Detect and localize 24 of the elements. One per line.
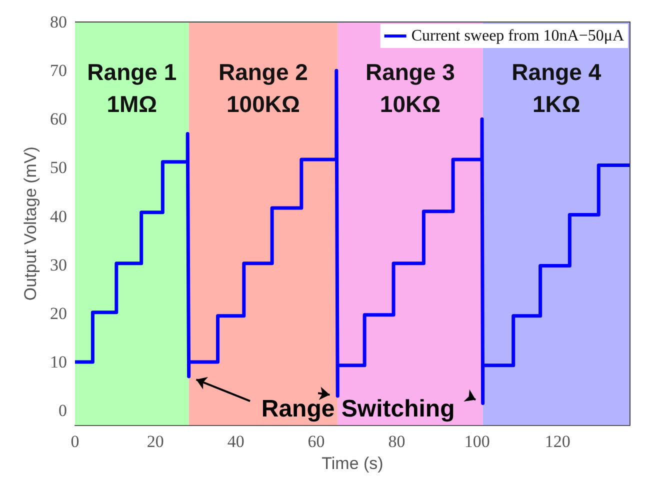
y-tick-label: 60 [50,110,67,129]
x-tick-label: 80 [388,432,406,452]
annotation: Range Switching [261,396,455,423]
x-tick-label: 120 [544,432,570,452]
legend-label: Current sweep from 10nA−50μA [411,28,624,44]
y-tick-label: 30 [50,255,67,274]
y-axis-title: Output Voltage (mV) [21,146,40,301]
band-label: Range 4 1KΩ [512,59,602,117]
band-label: Range 2 100KΩ [218,59,308,117]
y-tick-label: 20 [50,304,67,323]
x-axis-title: Time (s) [322,454,384,473]
x-tick-label: 100 [464,432,490,452]
y-tick-label: 0 [58,401,67,420]
band-label: Range 1 1MΩ [87,59,177,117]
x-tick-label: 40 [227,432,244,452]
x-tick-label: 60 [308,432,325,452]
y-tick-label: 70 [50,61,67,80]
y-tick-label: 80 [50,12,67,32]
y-tick-label: 40 [50,206,67,226]
y-tick-label: 10 [50,352,67,372]
x-tick-label: 20 [146,432,164,452]
y-tick-label: 50 [50,158,67,178]
band-label: Range 3 10KΩ [365,59,455,117]
x-tick-label: 0 [70,432,80,452]
